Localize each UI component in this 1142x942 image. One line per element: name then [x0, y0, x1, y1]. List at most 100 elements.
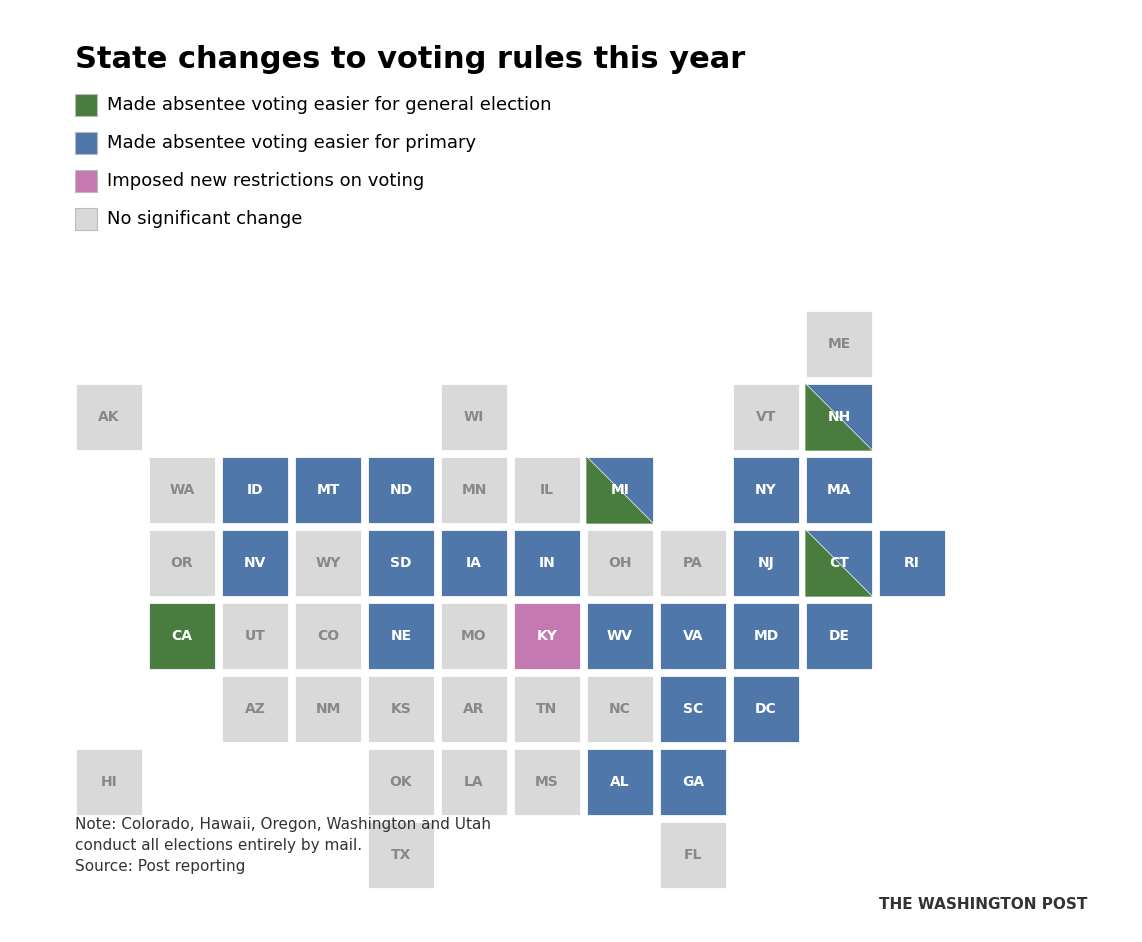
FancyBboxPatch shape [586, 748, 654, 816]
Text: OH: OH [609, 556, 632, 570]
FancyBboxPatch shape [75, 208, 97, 230]
FancyBboxPatch shape [222, 602, 289, 670]
FancyBboxPatch shape [367, 821, 435, 889]
Text: ID: ID [247, 483, 264, 497]
FancyBboxPatch shape [513, 456, 581, 524]
Text: NE: NE [391, 629, 411, 643]
Text: PA: PA [683, 556, 702, 570]
Text: RI: RI [904, 556, 920, 570]
Text: WA: WA [169, 483, 194, 497]
FancyBboxPatch shape [586, 529, 654, 597]
Text: SC: SC [683, 702, 703, 716]
Text: AZ: AZ [244, 702, 265, 716]
FancyBboxPatch shape [732, 383, 801, 451]
FancyBboxPatch shape [148, 456, 216, 524]
Text: GA: GA [682, 775, 705, 789]
FancyBboxPatch shape [659, 748, 727, 816]
Polygon shape [805, 383, 872, 451]
FancyBboxPatch shape [586, 456, 654, 524]
Text: MT: MT [316, 483, 339, 497]
Text: UT: UT [244, 629, 265, 643]
Text: IA: IA [466, 556, 482, 570]
Text: MA: MA [827, 483, 851, 497]
FancyBboxPatch shape [293, 456, 362, 524]
Text: AK: AK [98, 410, 120, 424]
FancyBboxPatch shape [805, 602, 872, 670]
FancyBboxPatch shape [732, 675, 801, 743]
Text: SD: SD [391, 556, 412, 570]
Text: Imposed new restrictions on voting: Imposed new restrictions on voting [107, 172, 424, 190]
Text: Made absentee voting easier for general election: Made absentee voting easier for general … [107, 96, 552, 114]
Text: FL: FL [684, 848, 702, 862]
FancyBboxPatch shape [732, 529, 801, 597]
FancyBboxPatch shape [440, 383, 508, 451]
Text: Note: Colorado, Hawaii, Oregon, Washington and Utah
conduct all elections entire: Note: Colorado, Hawaii, Oregon, Washingt… [75, 817, 491, 874]
FancyBboxPatch shape [75, 170, 97, 192]
FancyBboxPatch shape [440, 529, 508, 597]
Text: THE WASHINGTON POST: THE WASHINGTON POST [878, 897, 1087, 912]
Text: No significant change: No significant change [107, 210, 303, 228]
FancyBboxPatch shape [440, 456, 508, 524]
FancyBboxPatch shape [293, 602, 362, 670]
Text: NJ: NJ [757, 556, 774, 570]
FancyBboxPatch shape [75, 383, 143, 451]
FancyBboxPatch shape [367, 529, 435, 597]
FancyBboxPatch shape [513, 675, 581, 743]
FancyBboxPatch shape [805, 456, 872, 524]
Text: NV: NV [243, 556, 266, 570]
FancyBboxPatch shape [659, 821, 727, 889]
FancyBboxPatch shape [75, 748, 143, 816]
FancyBboxPatch shape [148, 529, 216, 597]
Text: VA: VA [683, 629, 703, 643]
FancyBboxPatch shape [586, 675, 654, 743]
FancyBboxPatch shape [805, 383, 872, 451]
FancyBboxPatch shape [805, 529, 872, 597]
Text: MN: MN [461, 483, 486, 497]
FancyBboxPatch shape [222, 675, 289, 743]
FancyBboxPatch shape [586, 602, 654, 670]
FancyBboxPatch shape [513, 748, 581, 816]
Text: ME: ME [827, 337, 851, 351]
Text: AR: AR [464, 702, 484, 716]
FancyBboxPatch shape [367, 602, 435, 670]
FancyBboxPatch shape [222, 456, 289, 524]
Text: CA: CA [171, 629, 193, 643]
FancyBboxPatch shape [222, 529, 289, 597]
FancyBboxPatch shape [732, 602, 801, 670]
Text: KY: KY [537, 629, 557, 643]
Text: NC: NC [609, 702, 630, 716]
FancyBboxPatch shape [440, 748, 508, 816]
Text: HI: HI [100, 775, 118, 789]
Text: AL: AL [610, 775, 629, 789]
Text: LA: LA [464, 775, 484, 789]
FancyBboxPatch shape [367, 456, 435, 524]
FancyBboxPatch shape [293, 529, 362, 597]
Text: NM: NM [315, 702, 340, 716]
FancyBboxPatch shape [293, 675, 362, 743]
FancyBboxPatch shape [513, 602, 581, 670]
FancyBboxPatch shape [440, 675, 508, 743]
Text: State changes to voting rules this year: State changes to voting rules this year [75, 45, 746, 74]
Text: TN: TN [537, 702, 557, 716]
FancyBboxPatch shape [367, 748, 435, 816]
Text: CO: CO [317, 629, 339, 643]
Text: NH: NH [827, 410, 851, 424]
Text: WV: WV [608, 629, 633, 643]
Text: VT: VT [756, 410, 777, 424]
FancyBboxPatch shape [878, 529, 946, 597]
FancyBboxPatch shape [513, 529, 581, 597]
Text: MS: MS [536, 775, 558, 789]
Text: MD: MD [754, 629, 779, 643]
Text: WI: WI [464, 410, 484, 424]
FancyBboxPatch shape [75, 94, 97, 116]
Text: OR: OR [170, 556, 193, 570]
Text: IL: IL [540, 483, 554, 497]
FancyBboxPatch shape [659, 529, 727, 597]
FancyBboxPatch shape [148, 602, 216, 670]
Text: NY: NY [755, 483, 777, 497]
Text: TX: TX [391, 848, 411, 862]
Text: KS: KS [391, 702, 411, 716]
Text: Made absentee voting easier for primary: Made absentee voting easier for primary [107, 134, 476, 152]
FancyBboxPatch shape [367, 675, 435, 743]
Polygon shape [586, 456, 654, 524]
